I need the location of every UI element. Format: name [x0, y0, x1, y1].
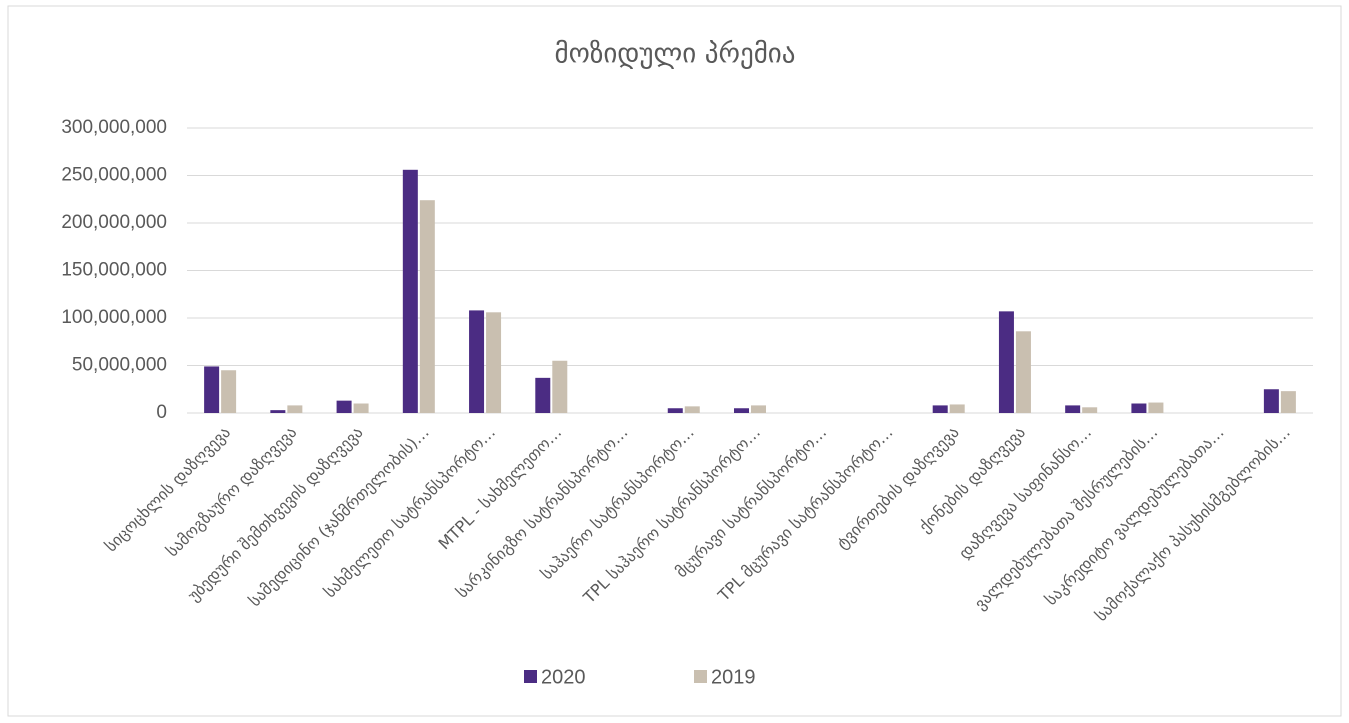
chart-border — [7, 5, 1342, 717]
bar — [287, 405, 303, 413]
bar — [419, 200, 435, 413]
bar — [1280, 391, 1296, 413]
bar — [270, 410, 286, 413]
chart-title: მოზიდული პრემია — [554, 39, 795, 70]
bar — [949, 404, 965, 413]
y-tick-label: 50,000,000 — [72, 355, 167, 376]
bar — [734, 408, 749, 413]
y-tick-label: 0 — [156, 402, 167, 423]
bar — [336, 400, 352, 413]
bar — [998, 311, 1014, 413]
bar — [932, 405, 948, 413]
bar — [552, 360, 568, 413]
legend-label: 2019 — [711, 666, 756, 688]
legend-label: 2020 — [541, 666, 586, 688]
bar — [667, 408, 683, 413]
bar — [751, 405, 766, 413]
bar — [353, 403, 369, 413]
y-tick-label: 200,000,000 — [61, 212, 167, 233]
bar — [1131, 403, 1147, 413]
bar — [486, 312, 502, 413]
bar — [1148, 402, 1164, 413]
bar — [1015, 331, 1031, 413]
bar — [684, 406, 700, 413]
y-tick-label: 250,000,000 — [61, 165, 167, 186]
bar — [469, 310, 485, 413]
bar — [204, 366, 220, 413]
bar — [1263, 389, 1279, 413]
bar — [535, 377, 551, 413]
y-tick-label: 300,000,000 — [61, 117, 167, 138]
bar — [221, 370, 237, 413]
y-tick-label: 150,000,000 — [61, 260, 167, 281]
bar — [1082, 407, 1098, 413]
bar — [402, 169, 418, 413]
bar — [1065, 405, 1081, 413]
legend-swatch — [694, 670, 707, 683]
y-tick-label: 100,000,000 — [61, 307, 167, 328]
legend-swatch — [524, 670, 537, 683]
